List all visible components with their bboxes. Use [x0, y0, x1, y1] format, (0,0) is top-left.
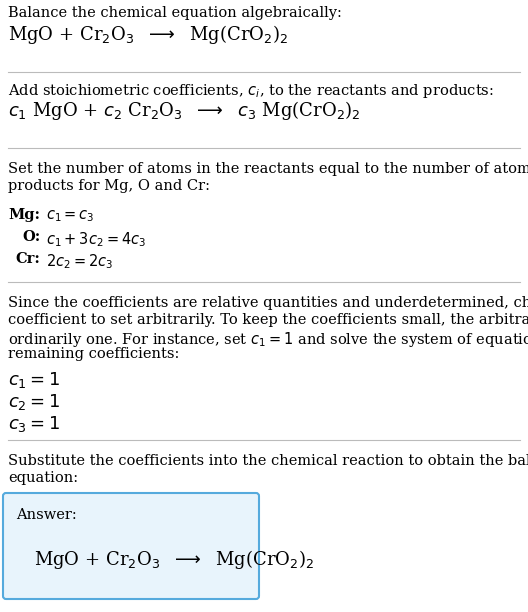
Text: Answer:: Answer:	[16, 508, 77, 522]
Text: $c_1 + 3 c_2 = 4 c_3$: $c_1 + 3 c_2 = 4 c_3$	[46, 230, 146, 248]
Text: Mg:: Mg:	[8, 208, 40, 222]
Text: $c_1$ MgO + $c_2$ Cr$_2$O$_3$  $\longrightarrow$  $c_3$ Mg(CrO$_2$)$_2$: $c_1$ MgO + $c_2$ Cr$_2$O$_3$ $\longrigh…	[8, 99, 361, 122]
Text: Since the coefficients are relative quantities and underdetermined, choose a: Since the coefficients are relative quan…	[8, 296, 528, 310]
Text: remaining coefficients:: remaining coefficients:	[8, 347, 180, 361]
Text: Cr:: Cr:	[15, 252, 40, 266]
Text: $c_1 = c_3$: $c_1 = c_3$	[46, 208, 95, 224]
Text: MgO + Cr$_2$O$_3$  $\longrightarrow$  Mg(CrO$_2$)$_2$: MgO + Cr$_2$O$_3$ $\longrightarrow$ Mg(C…	[34, 548, 314, 571]
Text: $c_2 = 1$: $c_2 = 1$	[8, 392, 60, 412]
Text: Add stoichiometric coefficients, $c_i$, to the reactants and products:: Add stoichiometric coefficients, $c_i$, …	[8, 82, 494, 100]
Text: products for Mg, O and Cr:: products for Mg, O and Cr:	[8, 179, 210, 193]
Text: $c_1 = 1$: $c_1 = 1$	[8, 370, 60, 390]
Text: Balance the chemical equation algebraically:: Balance the chemical equation algebraica…	[8, 6, 342, 20]
Text: equation:: equation:	[8, 471, 78, 485]
Text: $2 c_2 = 2 c_3$: $2 c_2 = 2 c_3$	[46, 252, 113, 271]
Text: $c_3 = 1$: $c_3 = 1$	[8, 414, 60, 434]
Text: ordinarily one. For instance, set $c_1 = 1$ and solve the system of equations fo: ordinarily one. For instance, set $c_1 =…	[8, 330, 528, 349]
FancyBboxPatch shape	[3, 493, 259, 599]
Text: Substitute the coefficients into the chemical reaction to obtain the balanced: Substitute the coefficients into the che…	[8, 454, 528, 468]
Text: Set the number of atoms in the reactants equal to the number of atoms in the: Set the number of atoms in the reactants…	[8, 162, 528, 176]
Text: MgO + Cr$_2$O$_3$  $\longrightarrow$  Mg(CrO$_2$)$_2$: MgO + Cr$_2$O$_3$ $\longrightarrow$ Mg(C…	[8, 23, 288, 46]
Text: O:: O:	[22, 230, 40, 244]
Text: coefficient to set arbitrarily. To keep the coefficients small, the arbitrary va: coefficient to set arbitrarily. To keep …	[8, 313, 528, 327]
